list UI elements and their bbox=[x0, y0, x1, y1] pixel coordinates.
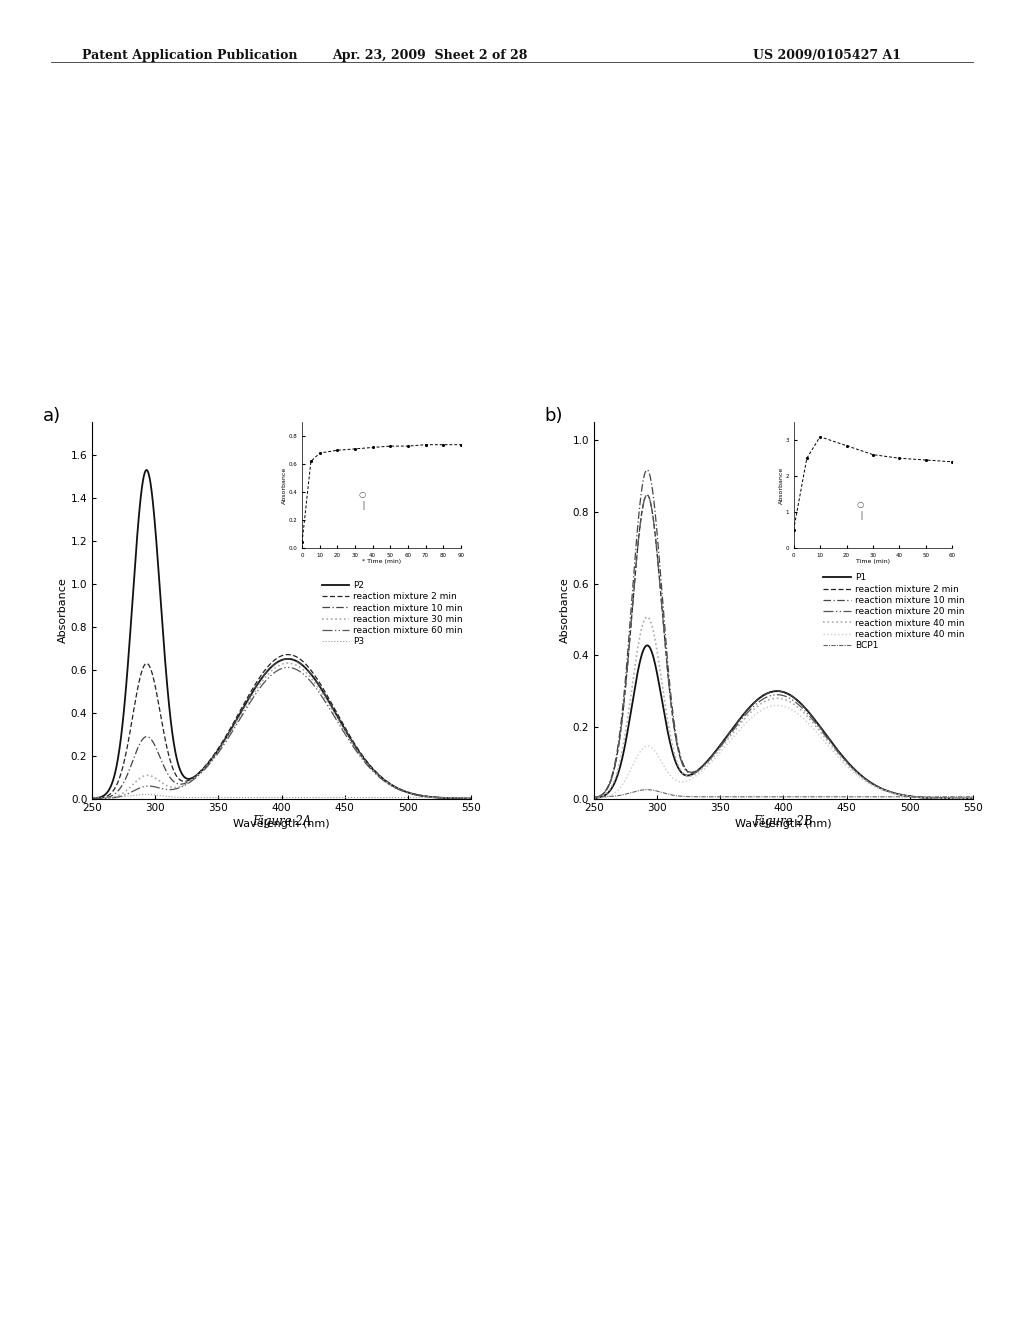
Text: Patent Application Publication: Patent Application Publication bbox=[82, 49, 297, 62]
X-axis label: Wavelength (nm): Wavelength (nm) bbox=[233, 818, 330, 829]
Y-axis label: Absorbance: Absorbance bbox=[779, 466, 783, 504]
Legend: P1, reaction mixture 2 min, reaction mixture 10 min, reaction mixture 20 min, re: P1, reaction mixture 2 min, reaction mix… bbox=[820, 570, 969, 653]
Legend: P2, reaction mixture 2 min, reaction mixture 10 min, reaction mixture 30 min, re: P2, reaction mixture 2 min, reaction mix… bbox=[318, 577, 467, 649]
Text: US 2009/0105427 A1: US 2009/0105427 A1 bbox=[753, 49, 901, 62]
Text: Figure 2B: Figure 2B bbox=[754, 814, 813, 828]
Text: ○
 |: ○ | bbox=[358, 491, 366, 510]
Text: Apr. 23, 2009  Sheet 2 of 28: Apr. 23, 2009 Sheet 2 of 28 bbox=[333, 49, 527, 62]
Y-axis label: Absorbance: Absorbance bbox=[560, 578, 569, 643]
X-axis label: * Time (min): * Time (min) bbox=[361, 560, 401, 564]
Text: b): b) bbox=[545, 408, 563, 425]
Y-axis label: Absorbance: Absorbance bbox=[282, 466, 287, 504]
Text: ○
 |: ○ | bbox=[857, 500, 864, 520]
Text: a): a) bbox=[43, 408, 61, 425]
Text: Figure 2A: Figure 2A bbox=[252, 814, 311, 828]
Y-axis label: Absorbance: Absorbance bbox=[58, 578, 68, 643]
X-axis label: Wavelength (nm): Wavelength (nm) bbox=[735, 818, 831, 829]
X-axis label: Time (min): Time (min) bbox=[856, 560, 890, 564]
